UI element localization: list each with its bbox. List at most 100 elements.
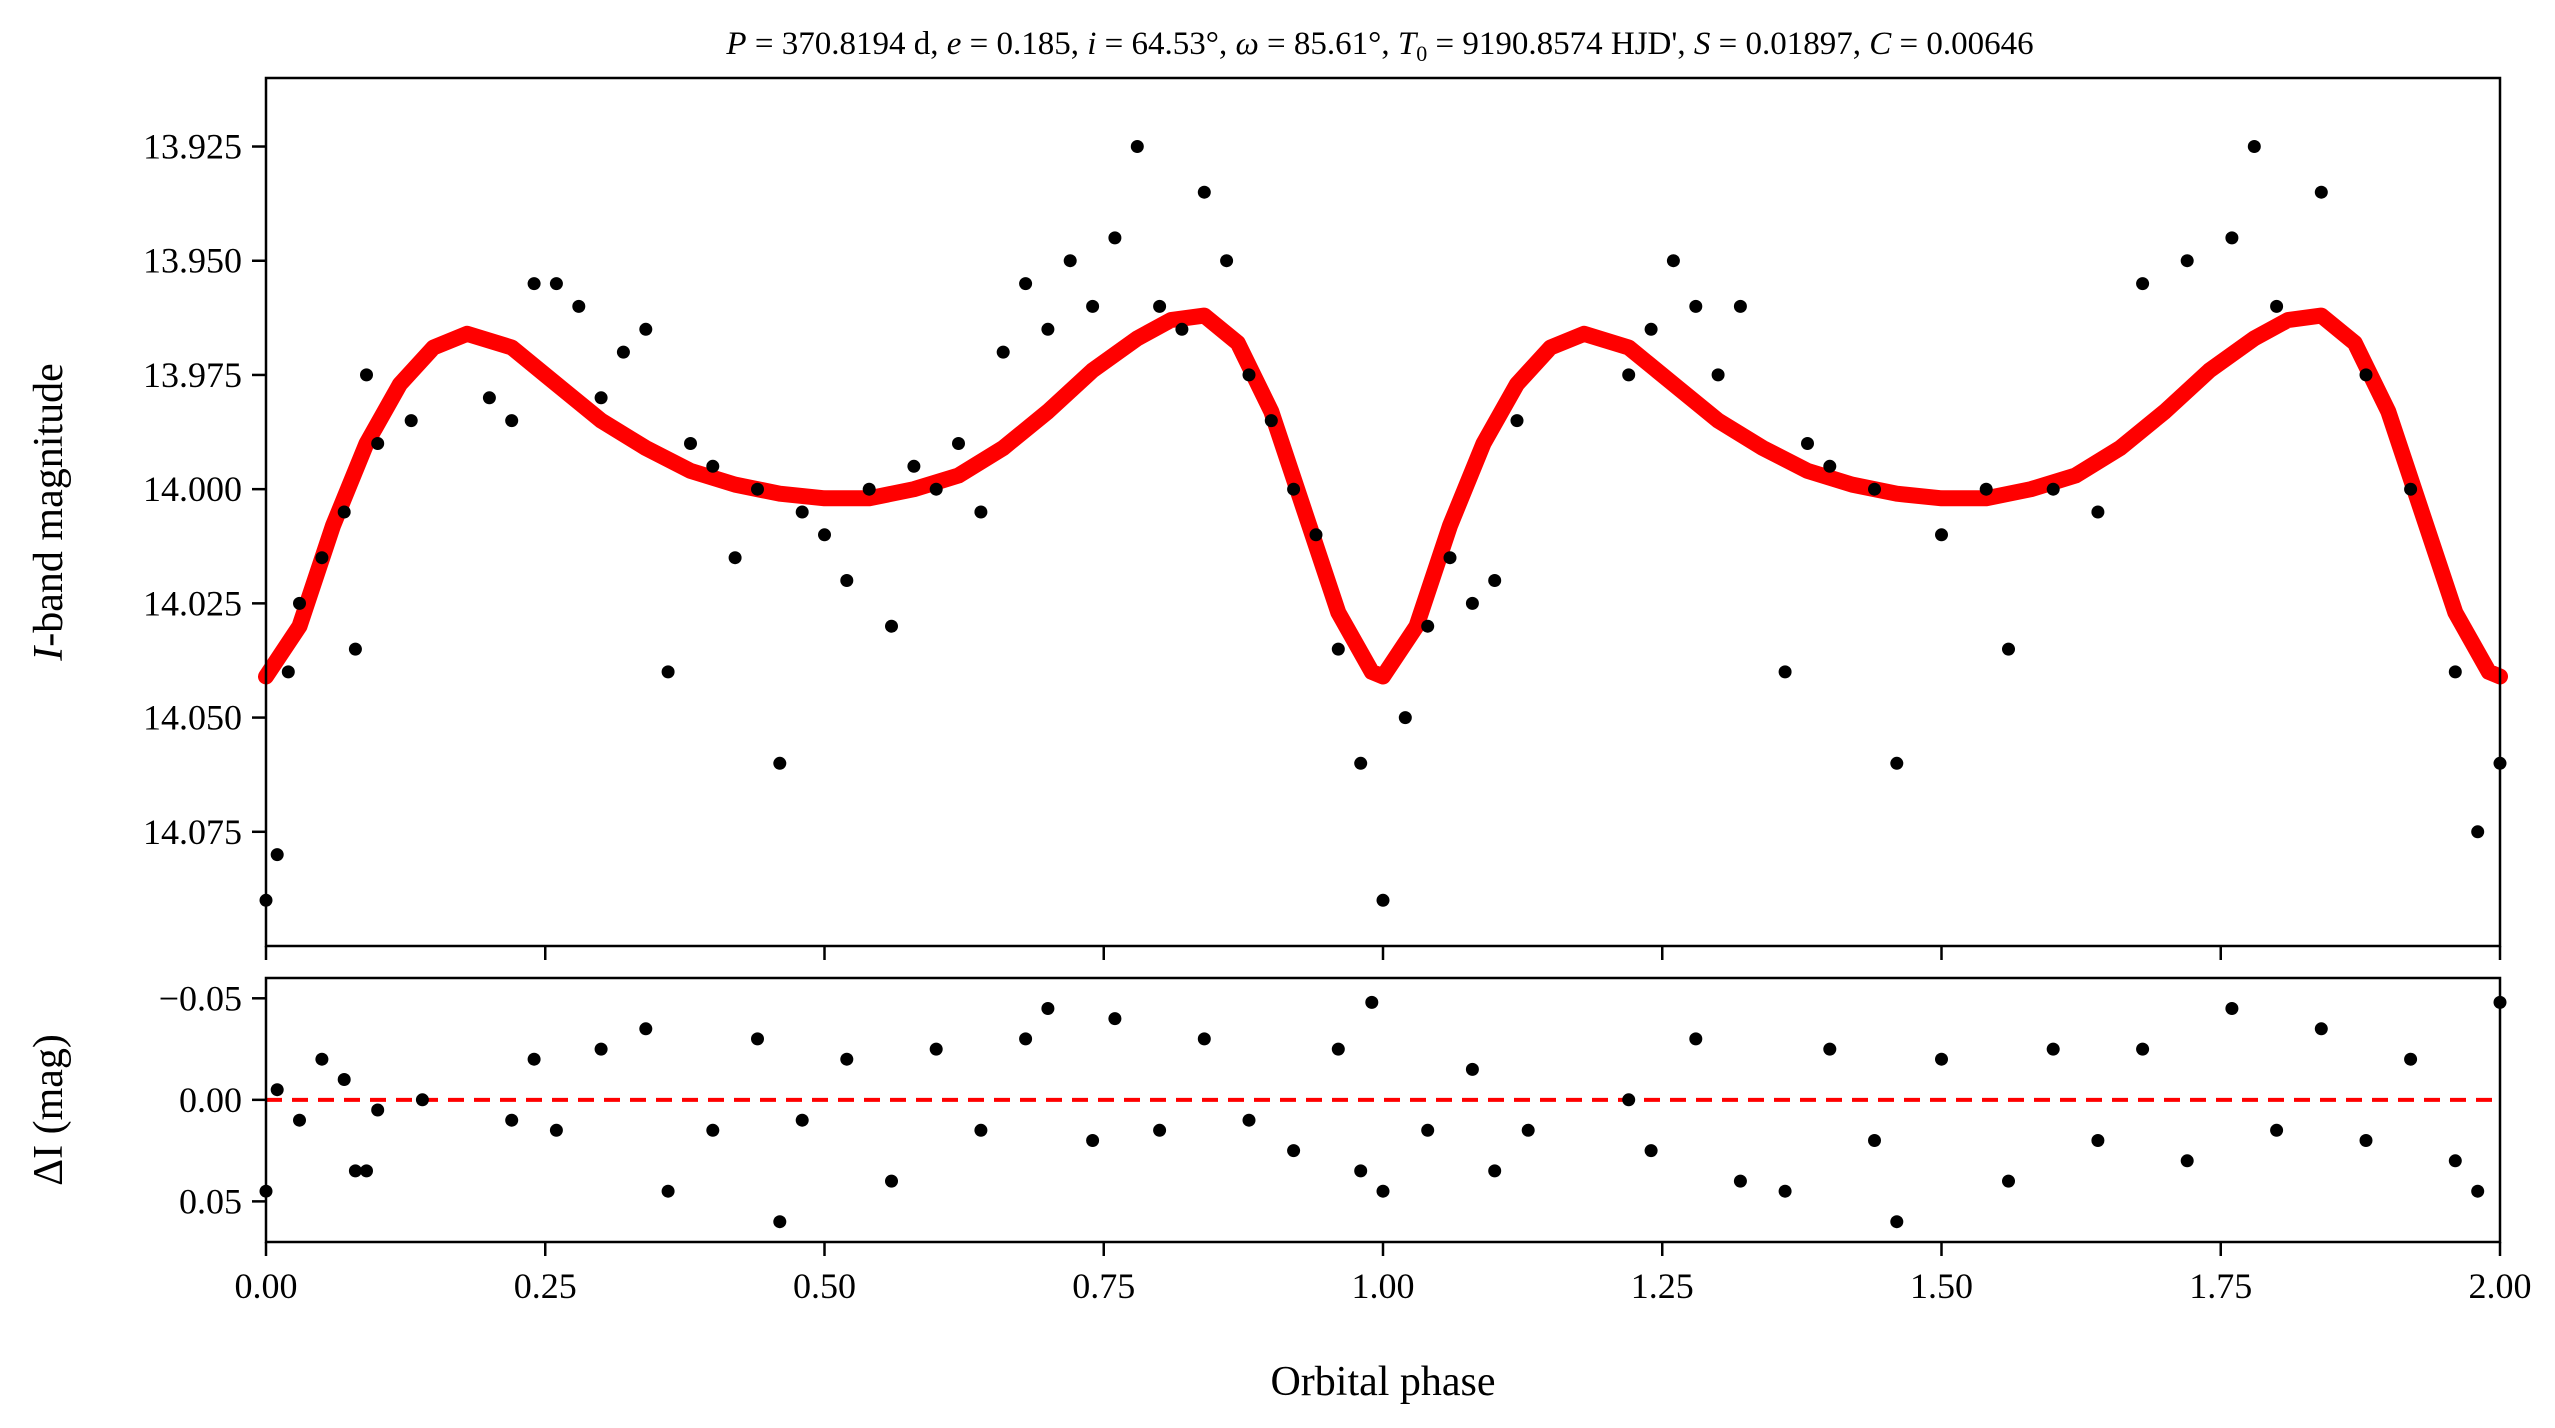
observation-point (1935, 528, 1948, 542)
observation-point (1801, 437, 1814, 450)
observation-point (1666, 254, 1680, 268)
residual-point (1823, 1042, 1837, 1056)
observation-point (952, 437, 965, 450)
observation-point (1220, 254, 1234, 268)
x-tick-label: 1.50 (1910, 1266, 1973, 1306)
residual-point (505, 1113, 519, 1127)
observation-point (706, 459, 720, 473)
observation-point (1689, 299, 1703, 313)
residual-point (1421, 1123, 1435, 1137)
observation-point (404, 414, 418, 428)
observation-point (1622, 368, 1636, 382)
residual-point (2359, 1134, 2373, 1147)
observation-point (1711, 368, 1725, 382)
y-tick-label: 13.950 (143, 241, 242, 281)
residual-point (2046, 1042, 2060, 1056)
observation-point (1086, 299, 1100, 313)
observation-point (728, 551, 742, 565)
y-axis-label-residual: ΔI (mag) (26, 1034, 72, 1186)
x-tick-label: 1.25 (1631, 1266, 1694, 1306)
residual-point (2225, 1002, 2239, 1015)
residual-point (773, 1215, 787, 1229)
observation-point (1443, 551, 1457, 565)
observation-point (885, 619, 898, 633)
residual-point (2471, 1184, 2485, 1198)
observation-point (929, 482, 943, 496)
observation-point (1287, 482, 1301, 496)
y-tick-label: 14.025 (143, 583, 242, 623)
observation-point (795, 505, 809, 519)
observation-point (1398, 711, 1412, 725)
residual-point (348, 1164, 362, 1178)
magnitude-axis-ticks: 13.925 13.950 13.975 14.000 14.025 14.050 14.0… (143, 127, 266, 852)
top-panel-x-ticks (264, 946, 2502, 960)
observation-point (2136, 277, 2150, 291)
residual-point (1868, 1134, 1881, 1147)
residual-point (2180, 1154, 2194, 1168)
residual-point (840, 1052, 854, 1066)
observation-point (1019, 277, 1033, 291)
x-tick-label: 0.00 (235, 1266, 298, 1306)
observation-point (1376, 893, 1390, 907)
observation-point (1331, 642, 1345, 656)
observation-point (773, 756, 787, 770)
y-tick-label: 0.05 (179, 1181, 242, 1221)
residual-point (1376, 1184, 1390, 1198)
observation-point (1890, 756, 1904, 770)
observation-point (527, 277, 541, 291)
observation-point (1175, 322, 1189, 336)
residual-point (1197, 1032, 1211, 1046)
x-axis-label: Orbital phase (1270, 1359, 1495, 1405)
residual-panel: −0.05 0.00 0.05 0.00 0.25 0.50 0.75 1.00 1.25 1.… (159, 976, 2532, 1306)
observation-point (1108, 231, 1122, 245)
observation-point (2448, 665, 2462, 679)
y-tick-label: 13.925 (143, 127, 242, 167)
residual-point (929, 1042, 943, 1056)
observation-point (862, 482, 876, 496)
observation-point (974, 505, 988, 519)
observation-point (639, 322, 653, 336)
residual-point (1287, 1144, 1301, 1158)
residual-point (1935, 1052, 1948, 1066)
y-tick-label: −0.05 (159, 978, 242, 1018)
y-tick-label: 14.050 (143, 698, 242, 738)
x-tick-label: 0.50 (793, 1266, 856, 1306)
observation-point (594, 391, 608, 405)
observation-point (1354, 756, 1368, 770)
residual-point (2002, 1174, 2015, 1188)
observation-point (1041, 322, 1055, 336)
residual-point (270, 1083, 284, 1097)
x-tick-label: 1.75 (2189, 1266, 2252, 1306)
observation-point (1979, 482, 1993, 496)
observation-point (2471, 825, 2485, 839)
x-tick-label: 1.00 (1352, 1266, 1415, 1306)
residual-point (2448, 1154, 2462, 1168)
observation-point (1868, 482, 1881, 496)
residual-point (1365, 995, 1379, 1009)
residual-point (885, 1174, 898, 1188)
observation-point (1309, 528, 1323, 542)
observation-point (1644, 322, 1658, 336)
residual-point (661, 1184, 675, 1198)
residual-point (594, 1042, 608, 1056)
y-tick-label: 0.00 (179, 1080, 242, 1120)
observation-point (2046, 482, 2060, 496)
observation-point (2270, 299, 2284, 313)
y-tick-label: 13.975 (143, 355, 242, 395)
residual-point (1041, 1002, 1055, 1015)
residual-point (1019, 1032, 1033, 1046)
observation-point (572, 299, 586, 313)
observation-point (1130, 140, 1144, 153)
x-tick-label: 0.75 (1072, 1266, 1135, 1306)
residual-point (549, 1123, 563, 1137)
observation-point (337, 505, 351, 519)
observation-point (348, 642, 362, 656)
residual-point (795, 1113, 809, 1127)
observation-point (1264, 414, 1278, 428)
residual-point (706, 1123, 720, 1137)
residual-axis-ticks: −0.05 0.00 0.05 (159, 978, 266, 1221)
residual-point (2404, 1052, 2418, 1066)
observation-point (549, 277, 563, 291)
observation-point (1733, 299, 1747, 313)
residual-frame (264, 976, 2502, 1244)
